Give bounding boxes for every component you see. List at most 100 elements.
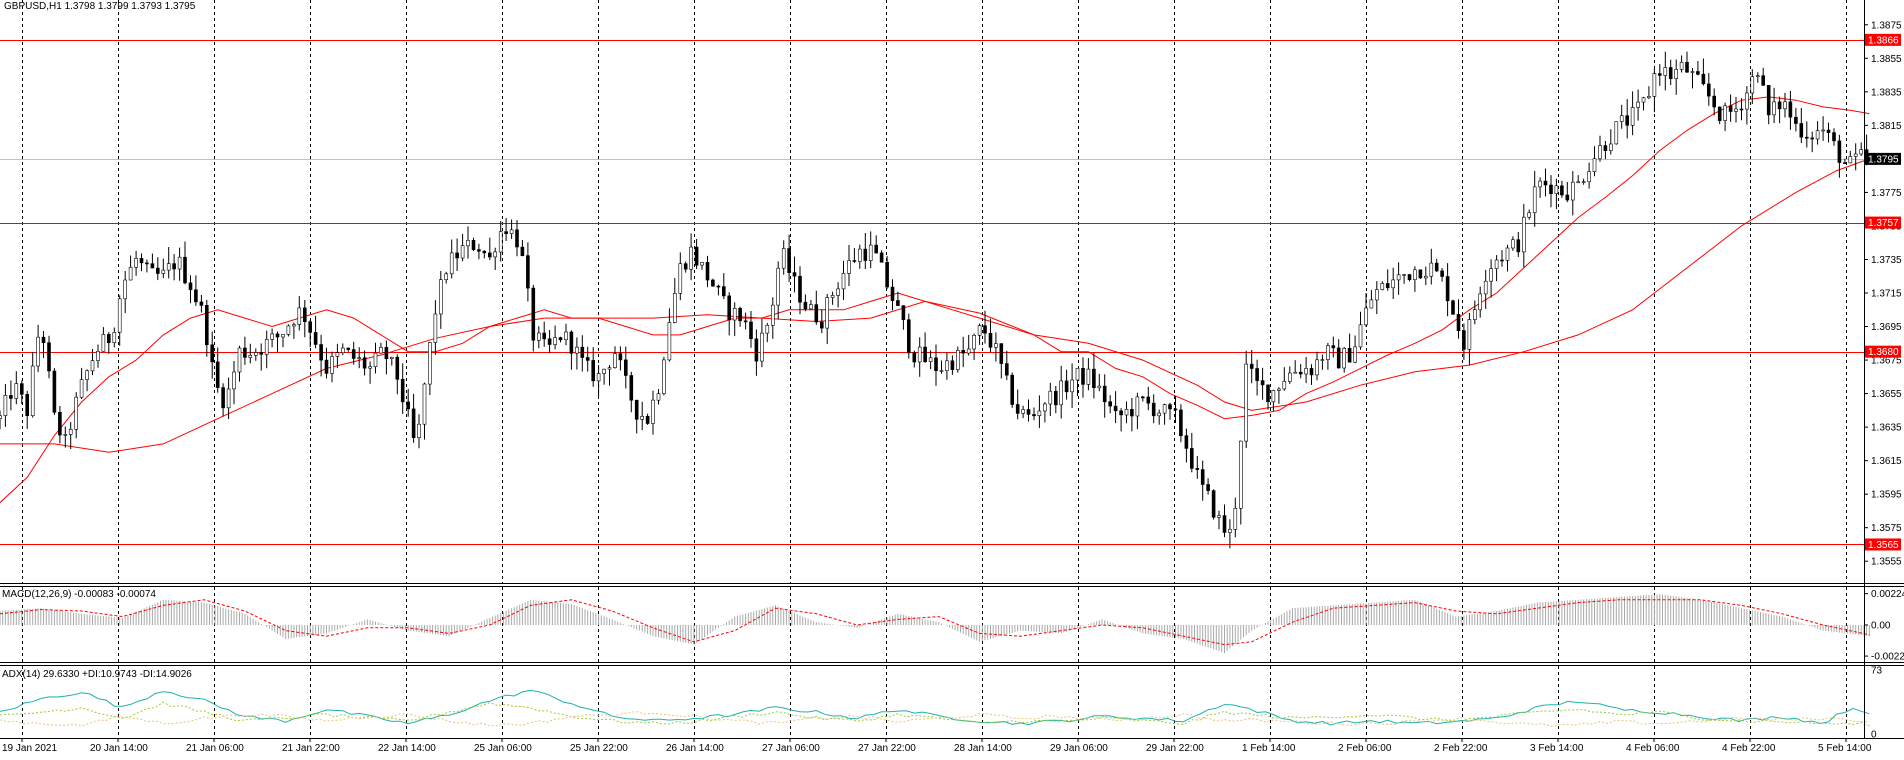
candle-body xyxy=(210,344,214,363)
price-tick-label: 1.3715 xyxy=(1871,289,1902,300)
candle-body xyxy=(1407,274,1412,280)
adx-pane[interactable]: ADX(14) 29.6330 +DI:10.9743 -DI:14.9026 xyxy=(0,666,1870,738)
candle-body xyxy=(205,304,209,346)
candle-body xyxy=(770,304,775,326)
candle-body xyxy=(1021,409,1025,414)
candle-body xyxy=(1059,380,1063,406)
candle-body xyxy=(1353,346,1357,363)
macd-tick-label: 0.00 xyxy=(1871,621,1891,632)
candle-body xyxy=(863,248,868,261)
candle-body xyxy=(1217,515,1221,518)
time-tick-label: 25 Jan 06:00 xyxy=(474,743,532,754)
candle-body xyxy=(493,251,498,258)
candle-body xyxy=(607,367,612,370)
candle-body xyxy=(85,370,89,380)
candle-body xyxy=(1456,314,1461,331)
candle-body xyxy=(591,360,596,382)
candle-body xyxy=(852,260,857,262)
candle-body xyxy=(1690,71,1695,73)
main-price-pane[interactable]: GBPUSD,H1 1.3798 1.3799 1.3793 1.3795 xyxy=(0,0,1870,583)
candle-body xyxy=(1228,528,1232,533)
candle-body xyxy=(912,352,917,363)
time-tick-label: 26 Jan 14:00 xyxy=(666,743,724,754)
candle-body xyxy=(716,285,721,288)
vertical-grid-adx xyxy=(22,666,1847,738)
candle-body xyxy=(1277,388,1281,391)
candle-body xyxy=(988,332,993,348)
candle-body xyxy=(1543,180,1548,186)
candle-body xyxy=(281,333,285,338)
macd-axis: 0.00224 0.00 -0.00222 xyxy=(1864,589,1904,663)
candle-body xyxy=(1168,404,1172,410)
candle-body xyxy=(319,344,323,361)
candle-body xyxy=(1075,367,1080,381)
candle-body xyxy=(1222,515,1227,533)
candle-body xyxy=(1647,96,1651,99)
candle-body xyxy=(1641,97,1646,103)
candle-body xyxy=(1717,106,1722,121)
price-tick-label: 1.3555 xyxy=(1871,557,1902,568)
candle-body xyxy=(1538,180,1542,188)
candle-body xyxy=(1505,247,1510,261)
candle-body xyxy=(1092,368,1096,389)
candle-body xyxy=(1173,408,1178,411)
price-axis: 1.3875 1.3855 1.3835 1.3815 1.3795 1.3775 1.37… xyxy=(1864,20,1902,568)
candle-body xyxy=(14,383,19,399)
price-tick-label: 1.3875 xyxy=(1871,20,1902,31)
candle-body xyxy=(466,240,470,247)
candle-body xyxy=(112,331,117,343)
candle-body xyxy=(1179,409,1183,436)
candle-body xyxy=(417,423,421,439)
candle-body xyxy=(1658,73,1662,76)
candle-body xyxy=(754,338,759,362)
candle-body xyxy=(1190,448,1194,469)
candle-body xyxy=(689,246,693,270)
candle-body xyxy=(547,338,552,345)
candle-body xyxy=(645,415,650,424)
candle-body xyxy=(906,319,911,354)
candle-body xyxy=(743,320,748,323)
candle-body xyxy=(1663,67,1668,76)
candle-body xyxy=(629,375,634,401)
candle-body xyxy=(1298,371,1303,375)
candle-body xyxy=(357,357,362,360)
candle-body xyxy=(1015,404,1020,414)
price-tick-label: 1.3655 xyxy=(1871,389,1902,400)
candle-body xyxy=(330,356,334,374)
candle-body xyxy=(727,295,732,321)
adx-main-line xyxy=(0,689,1870,726)
candle-body xyxy=(1364,307,1368,326)
time-tick-label: 2 Feb 22:00 xyxy=(1434,743,1488,754)
candle-body xyxy=(460,245,465,259)
candle-body xyxy=(569,331,574,354)
candle-body xyxy=(139,258,144,264)
candle-body xyxy=(515,229,519,248)
time-tick-label: 27 Jan 06:00 xyxy=(762,743,820,754)
level-price-label: 1.3565 xyxy=(1868,540,1899,551)
candle-body xyxy=(1821,129,1825,132)
macd-pane[interactable]: MACD(12,26,9) -0.00083 -0.00074 xyxy=(0,587,1870,662)
candle-body xyxy=(1081,367,1085,385)
candle-body xyxy=(254,352,258,356)
candle-body xyxy=(966,348,971,354)
candle-body xyxy=(553,337,557,345)
candle-body xyxy=(1413,269,1417,280)
adx-label: ADX(14) 29.6330 +DI:10.9743 -DI:14.9026 xyxy=(2,669,192,680)
candle-body xyxy=(1440,270,1444,277)
candle-body xyxy=(449,252,454,275)
candle-body xyxy=(1288,372,1292,382)
candle-body xyxy=(107,334,111,343)
price-tick-label: 1.3695 xyxy=(1871,322,1902,333)
candle-body xyxy=(1766,85,1771,116)
candle-body xyxy=(1810,137,1814,140)
candle-body xyxy=(585,357,590,361)
candle-body xyxy=(1320,359,1325,361)
candle-body xyxy=(1048,390,1053,405)
candle-body xyxy=(536,332,541,341)
candle-body xyxy=(738,307,742,322)
candle-body xyxy=(373,352,378,368)
candle-body xyxy=(760,332,764,362)
horizontal-levels xyxy=(0,40,1864,545)
candle-body xyxy=(117,298,122,333)
